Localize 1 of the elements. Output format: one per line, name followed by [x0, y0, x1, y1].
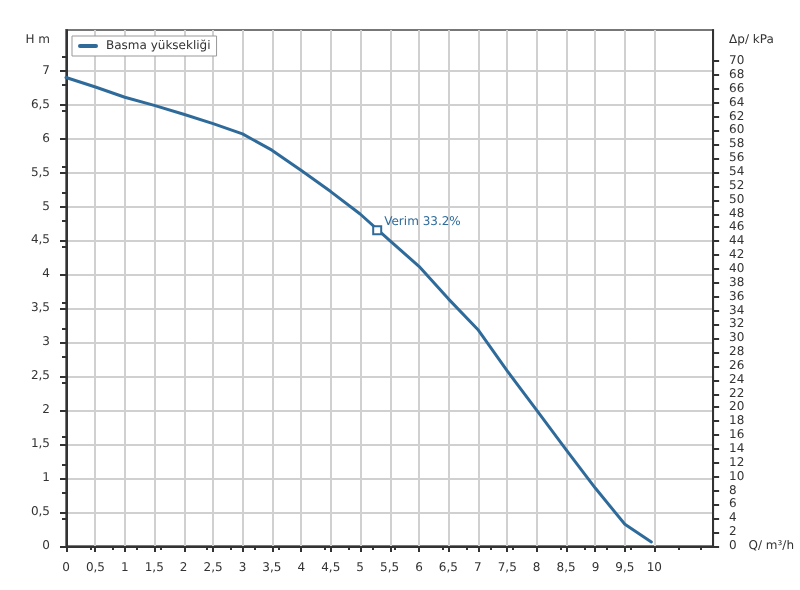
line-series — [64, 76, 653, 544]
